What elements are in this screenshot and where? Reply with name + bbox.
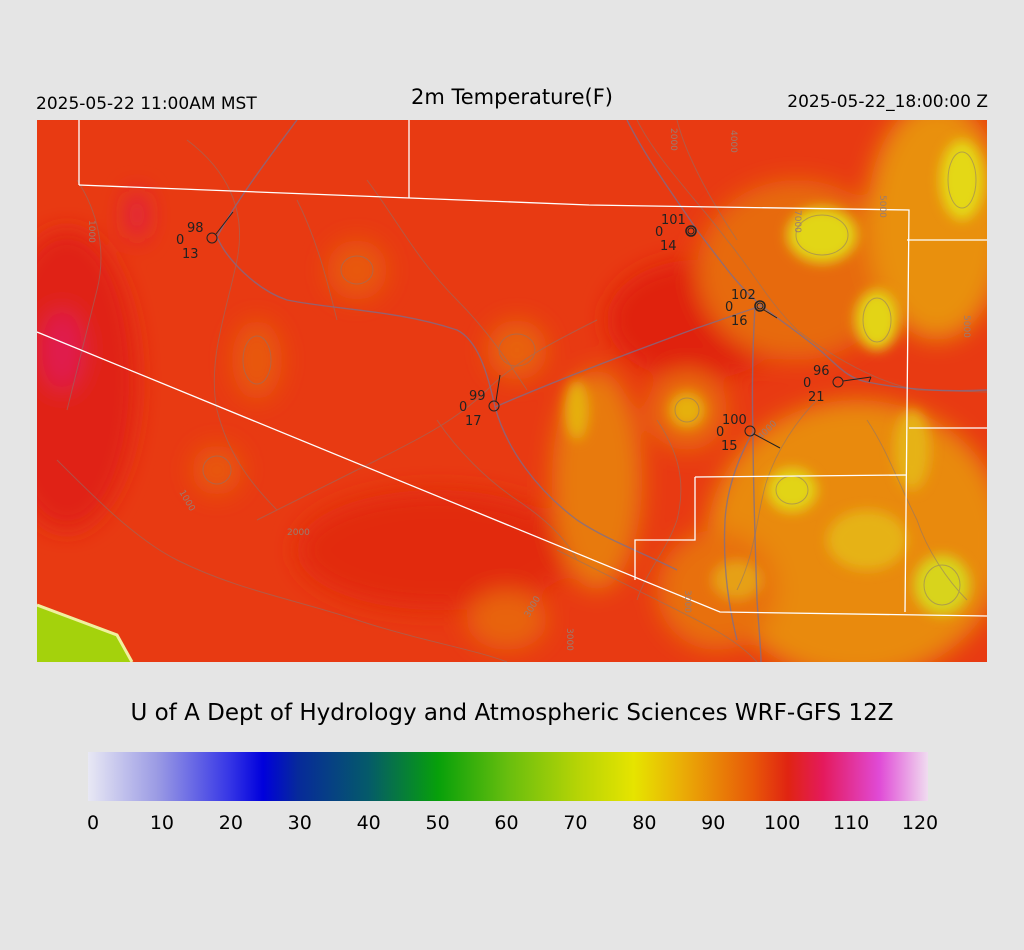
political-boundaries — [37, 120, 987, 617]
contour-label: 5000 — [877, 195, 887, 218]
colorbar-tick-labels: 0 10 20 30 40 50 60 70 80 90 100 110 120 — [0, 812, 1024, 840]
model-credit: U of A Dept of Hydrology and Atmospheric… — [130, 700, 894, 726]
station-temp: 101 — [661, 213, 686, 228]
colorbar-tick-label: 120 — [901, 812, 939, 834]
contour-label: 3000 — [564, 628, 574, 651]
station-value: 17 — [465, 414, 482, 429]
temperature-colorbar — [88, 752, 928, 801]
contour-label: 5000 — [961, 315, 971, 338]
station-value: 14 — [660, 239, 677, 254]
station-temp: 100 — [722, 413, 747, 428]
station-plot: 100 0 15 — [716, 413, 781, 454]
station-temp: 96 — [813, 364, 830, 379]
roads — [216, 120, 987, 662]
contour-label: 3000 — [682, 590, 692, 613]
cool-corner — [37, 605, 132, 662]
colorbar-tick-label: 80 — [632, 812, 657, 834]
station-dewpoint: 0 — [716, 425, 724, 440]
colorbar-tick-label: 30 — [287, 812, 312, 834]
station-value: 16 — [731, 314, 748, 329]
colorbar-tick-label: 40 — [356, 812, 381, 834]
local-time-label: 2025-05-22 11:00AM MST — [36, 94, 257, 114]
contour-label: 2000 — [287, 528, 310, 538]
station-plot: 99 0 17 — [459, 374, 501, 429]
station-dewpoint: 0 — [176, 233, 184, 248]
colorbar-tick-label: 0 — [86, 812, 100, 834]
map-title: 2m Temperature(F) — [411, 85, 613, 109]
station-value: 15 — [721, 439, 738, 454]
contour-label: 4000 — [728, 130, 738, 153]
station-temp: 98 — [187, 221, 204, 236]
station-dewpoint: 0 — [803, 376, 811, 391]
colorbar-tick-label: 50 — [425, 812, 450, 834]
colorbar-tick-label: 10 — [149, 812, 174, 834]
station-temp: 99 — [469, 389, 486, 404]
colorbar-tick-label: 100 — [764, 812, 801, 834]
station-dewpoint: 0 — [725, 300, 733, 315]
contour-label: 1000 — [86, 220, 96, 243]
temperature-shading-highs — [565, 140, 984, 615]
station-dewpoint: 0 — [655, 225, 663, 240]
station-plot: 98 0 13 — [176, 211, 234, 262]
colorbar-tick-label: 60 — [494, 812, 519, 834]
station-plot: 102 0 16 — [725, 288, 778, 329]
colorbar-tick-label: 110 — [832, 812, 870, 834]
station-dewpoint: 0 — [459, 400, 467, 415]
station-temp: 102 — [731, 288, 756, 303]
colorbar-tick-label: 70 — [563, 812, 588, 834]
colorbar-tick-label: 20 — [218, 812, 243, 834]
station-plot: 96 0 21 — [803, 364, 872, 405]
station-value: 13 — [182, 247, 199, 262]
station-plot: 101 0 14 — [655, 213, 697, 254]
station-value: 21 — [808, 390, 825, 405]
temperature-map: 1000 1000 2000 2000 3000 3000 4000 5000 … — [37, 120, 987, 662]
valid-time-label: 2025-05-22_18:00:00 Z — [787, 92, 988, 112]
elevation-contours — [56, 120, 987, 662]
colorbar-tick-label: 90 — [701, 812, 726, 834]
contour-label: 2000 — [668, 128, 678, 151]
contour-label: 7000 — [792, 210, 802, 233]
